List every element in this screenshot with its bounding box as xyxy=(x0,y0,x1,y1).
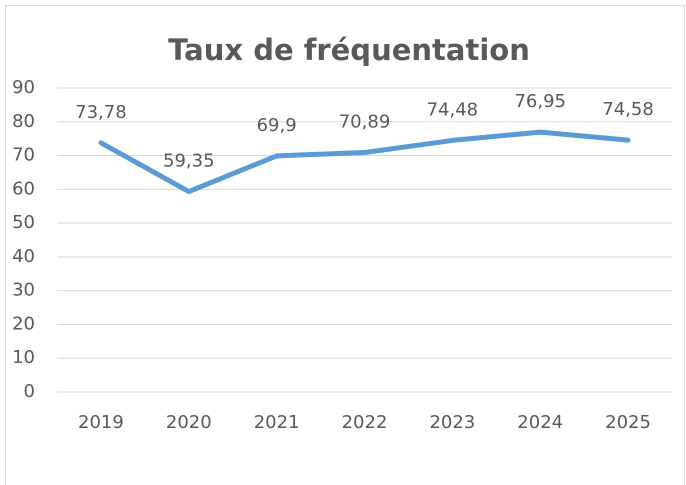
x-tick-label: 2019 xyxy=(78,412,124,433)
data-label: 70,89 xyxy=(339,112,391,133)
chart-title: Taux de fréquentation xyxy=(168,33,530,67)
x-tick-label: 2024 xyxy=(517,412,563,433)
data-label: 76,95 xyxy=(514,91,566,112)
data-label: 74,58 xyxy=(602,99,654,120)
data-label: 69,9 xyxy=(257,115,297,136)
y-tick-label: 70 xyxy=(12,145,35,166)
y-tick-label: 50 xyxy=(12,212,35,233)
y-tick-label: 0 xyxy=(24,381,35,402)
y-tick-label: 60 xyxy=(12,178,35,199)
data-label: 59,35 xyxy=(163,151,215,172)
y-tick-label: 20 xyxy=(12,313,35,334)
y-tick-label: 90 xyxy=(12,77,35,98)
data-label: 74,48 xyxy=(427,99,479,120)
data-line xyxy=(98,129,631,195)
y-tick-label: 40 xyxy=(12,246,35,267)
x-tick-label: 2020 xyxy=(166,412,212,433)
x-tick-label: 2022 xyxy=(342,412,388,433)
x-tick-label: 2021 xyxy=(254,412,300,433)
y-tick-label: 30 xyxy=(12,280,35,301)
x-tick-label: 2023 xyxy=(429,412,475,433)
y-tick-label: 80 xyxy=(12,111,35,132)
x-tick-label: 2025 xyxy=(605,412,651,433)
y-tick-label: 10 xyxy=(12,347,35,368)
chart-border xyxy=(5,5,685,485)
data-label: 73,78 xyxy=(75,102,127,123)
